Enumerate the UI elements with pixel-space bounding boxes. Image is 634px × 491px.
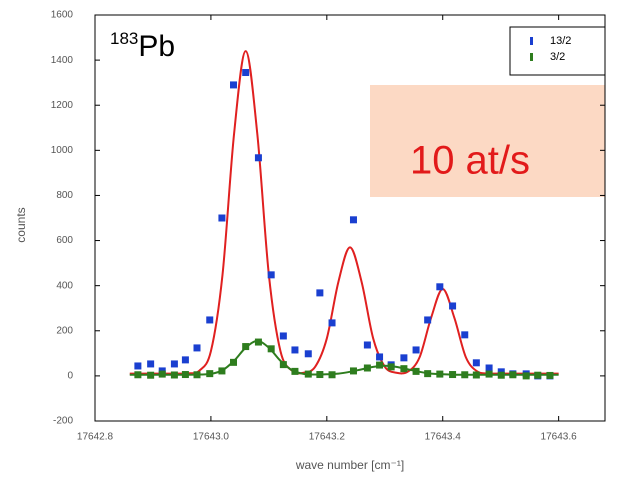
y-tick-label: 1600 — [51, 10, 74, 21]
data-point — [485, 370, 493, 378]
legend-marker — [530, 37, 533, 45]
data-point — [363, 364, 371, 372]
data-point — [387, 363, 395, 371]
data-point — [134, 371, 142, 379]
data-point — [181, 356, 189, 364]
y-tick-label: 0 — [67, 371, 73, 382]
data-point — [279, 332, 287, 340]
x-tick-label: 17643.0 — [193, 432, 230, 443]
data-point — [412, 346, 420, 354]
data-point — [328, 371, 336, 379]
title-text: Pb — [138, 30, 175, 63]
data-point — [349, 216, 357, 224]
plot-frame — [94, 14, 606, 422]
data-point — [316, 371, 324, 379]
data-point — [472, 359, 480, 367]
legend-box — [509, 26, 606, 76]
data-point — [534, 371, 542, 379]
data-point — [424, 316, 432, 324]
x-tick-label: 17643.6 — [541, 432, 578, 443]
data-point — [291, 346, 299, 354]
title-superscript: 183 — [110, 29, 138, 48]
y-tick-label: 200 — [56, 325, 73, 336]
y-tick-label: 1000 — [51, 145, 74, 156]
data-point — [546, 371, 554, 379]
data-point — [449, 371, 457, 379]
data-point — [218, 214, 226, 222]
data-point — [230, 358, 238, 366]
data-point — [436, 370, 444, 378]
data-point — [134, 362, 142, 370]
legend-label: 13/2 — [550, 35, 571, 47]
data-point — [304, 350, 312, 358]
data-point — [461, 331, 469, 339]
y-tick-label: 1200 — [51, 100, 74, 111]
y-tick-label: 800 — [56, 190, 73, 201]
data-point — [522, 372, 530, 380]
legend-marker — [530, 53, 533, 61]
data-point — [267, 345, 275, 353]
chart-title: 183Pb — [110, 29, 175, 62]
data-point — [497, 371, 505, 379]
data-point — [242, 343, 250, 351]
data-point — [170, 371, 178, 379]
data-point — [291, 367, 299, 375]
legend-label: 3/2 — [550, 51, 565, 63]
data-point — [316, 289, 324, 297]
x-axis-label: wave number [cm⁻¹] — [295, 458, 404, 472]
data-point — [400, 365, 408, 373]
data-point — [376, 361, 384, 369]
data-point — [181, 371, 189, 379]
data-point — [230, 81, 238, 89]
data-point — [206, 316, 214, 324]
data-point — [436, 283, 444, 291]
data-point — [206, 370, 214, 378]
data-point — [267, 271, 275, 279]
data-point — [218, 367, 226, 375]
data-point — [147, 371, 155, 379]
annotation-box — [370, 85, 605, 197]
data-point — [147, 360, 155, 368]
data-point — [485, 364, 493, 372]
data-point — [158, 370, 166, 378]
data-point — [242, 69, 250, 77]
data-point — [349, 367, 357, 375]
y-tick-label: 1400 — [51, 55, 74, 66]
data-point — [376, 353, 384, 361]
data-point — [193, 371, 201, 379]
data-point — [193, 344, 201, 352]
annotation: 10 at/s — [410, 139, 530, 183]
data-point — [328, 319, 336, 327]
data-point — [461, 371, 469, 379]
x-tick-label: 17643.4 — [425, 432, 462, 443]
y-axis-label: counts — [14, 207, 28, 242]
x-tick-label: 17643.2 — [309, 432, 346, 443]
data-point — [254, 338, 262, 346]
data-point — [363, 341, 371, 349]
data-point — [472, 371, 480, 379]
x-tick-label: 17642.8 — [77, 432, 114, 443]
y-tick-label: 400 — [56, 280, 73, 291]
data-point — [412, 367, 420, 375]
data-point — [424, 370, 432, 378]
y-tick-label: -200 — [53, 416, 73, 427]
data-point — [509, 371, 517, 379]
data-point — [304, 370, 312, 378]
data-point — [449, 302, 457, 310]
data-point — [400, 354, 408, 362]
y-tick-label: 600 — [56, 235, 73, 246]
data-point — [279, 361, 287, 369]
data-point — [170, 360, 178, 368]
fit-line — [129, 50, 559, 375]
data-point — [254, 154, 262, 162]
